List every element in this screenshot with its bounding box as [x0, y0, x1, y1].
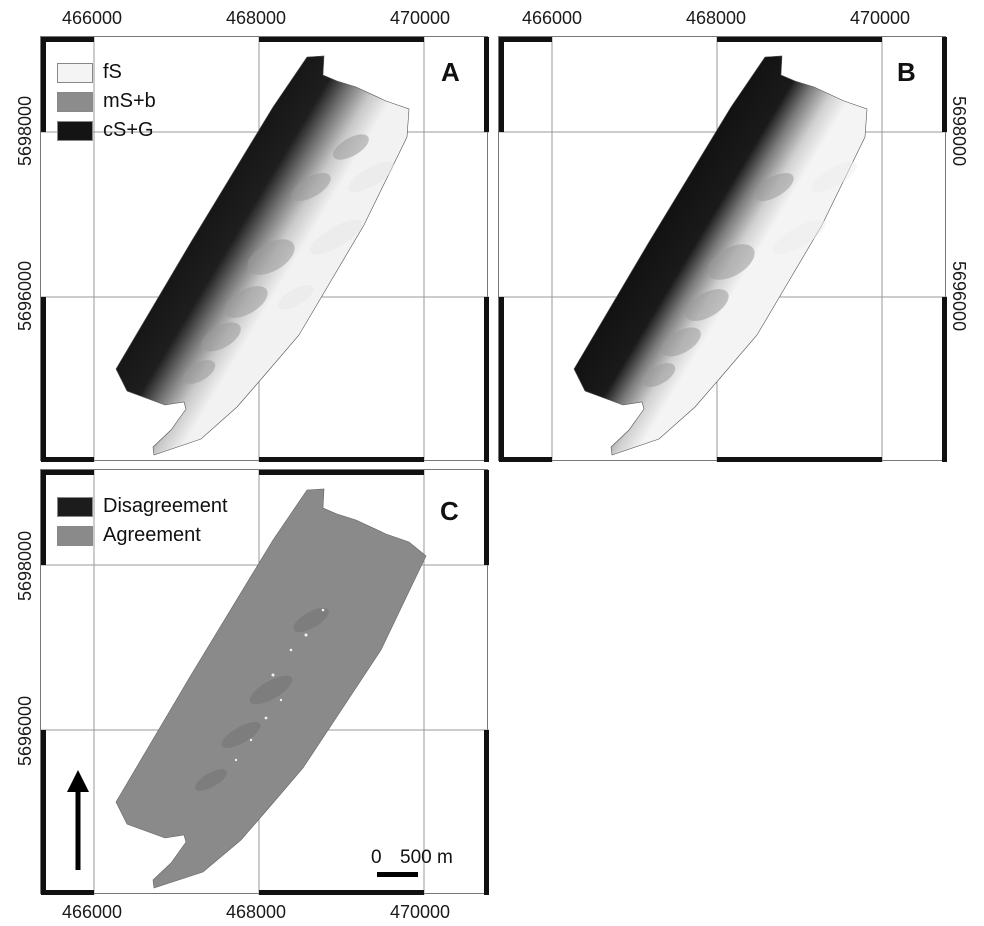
panel-letter-b: B: [897, 57, 916, 87]
y-tick-c-5698000: 5698000: [15, 530, 35, 601]
legend-label-cs-g: cS+G: [103, 119, 154, 141]
map-frame-c: [41, 470, 489, 895]
legend-swatch-ms-b: [57, 92, 93, 112]
y-tick-b-5696000: 5696000: [949, 261, 969, 332]
map-frame-b: [499, 37, 947, 462]
x-tick-top-b-468000: 468000: [686, 8, 747, 28]
x-tick-top-b-470000: 470000: [850, 8, 911, 28]
scale-bar: [377, 872, 418, 877]
x-tick-top-a-466000: 466000: [62, 8, 123, 28]
legend-swatch-disagreement: [57, 497, 93, 517]
y-tick-c-5696000: 5696000: [15, 695, 35, 766]
x-tick-top-a-470000: 470000: [390, 8, 451, 28]
legend-swatch-agreement: [57, 526, 93, 546]
panel-letter-a: A: [441, 57, 460, 87]
scale-label-500m: 500 m: [400, 847, 453, 868]
legend-label-fs: fS: [103, 61, 122, 83]
x-tick-top-a-468000: 468000: [226, 8, 287, 28]
survey-area-c: [115, 488, 427, 889]
y-tick-a-5696000: 5696000: [15, 260, 35, 331]
map-panel-b: B: [498, 36, 947, 462]
x-tick-bottom-466000: 466000: [62, 902, 123, 922]
legend-swatch-fs: [57, 63, 93, 83]
x-tick-bottom-468000: 468000: [226, 902, 287, 922]
map-frame-a: [41, 37, 489, 462]
legend-label-disagreement: Disagreement: [103, 495, 228, 517]
north-arrow-icon: [67, 770, 89, 870]
map-panel-c: C Disagreement Agreement 0 500 m: [40, 469, 489, 895]
x-tick-bottom-470000: 470000: [390, 902, 451, 922]
legend-swatch-cs-g: [57, 121, 93, 141]
legend-label-ms-b: mS+b: [103, 90, 156, 112]
y-tick-a-5698000: 5698000: [15, 95, 35, 166]
x-tick-top-b-466000: 466000: [522, 8, 583, 28]
scale-label-zero: 0: [371, 847, 382, 868]
map-panel-a: A fS mS+b cS+G: [40, 36, 489, 462]
y-tick-b-5698000: 5698000: [949, 96, 969, 167]
legend-label-agreement: Agreement: [103, 524, 201, 546]
panel-letter-c: C: [440, 496, 459, 526]
